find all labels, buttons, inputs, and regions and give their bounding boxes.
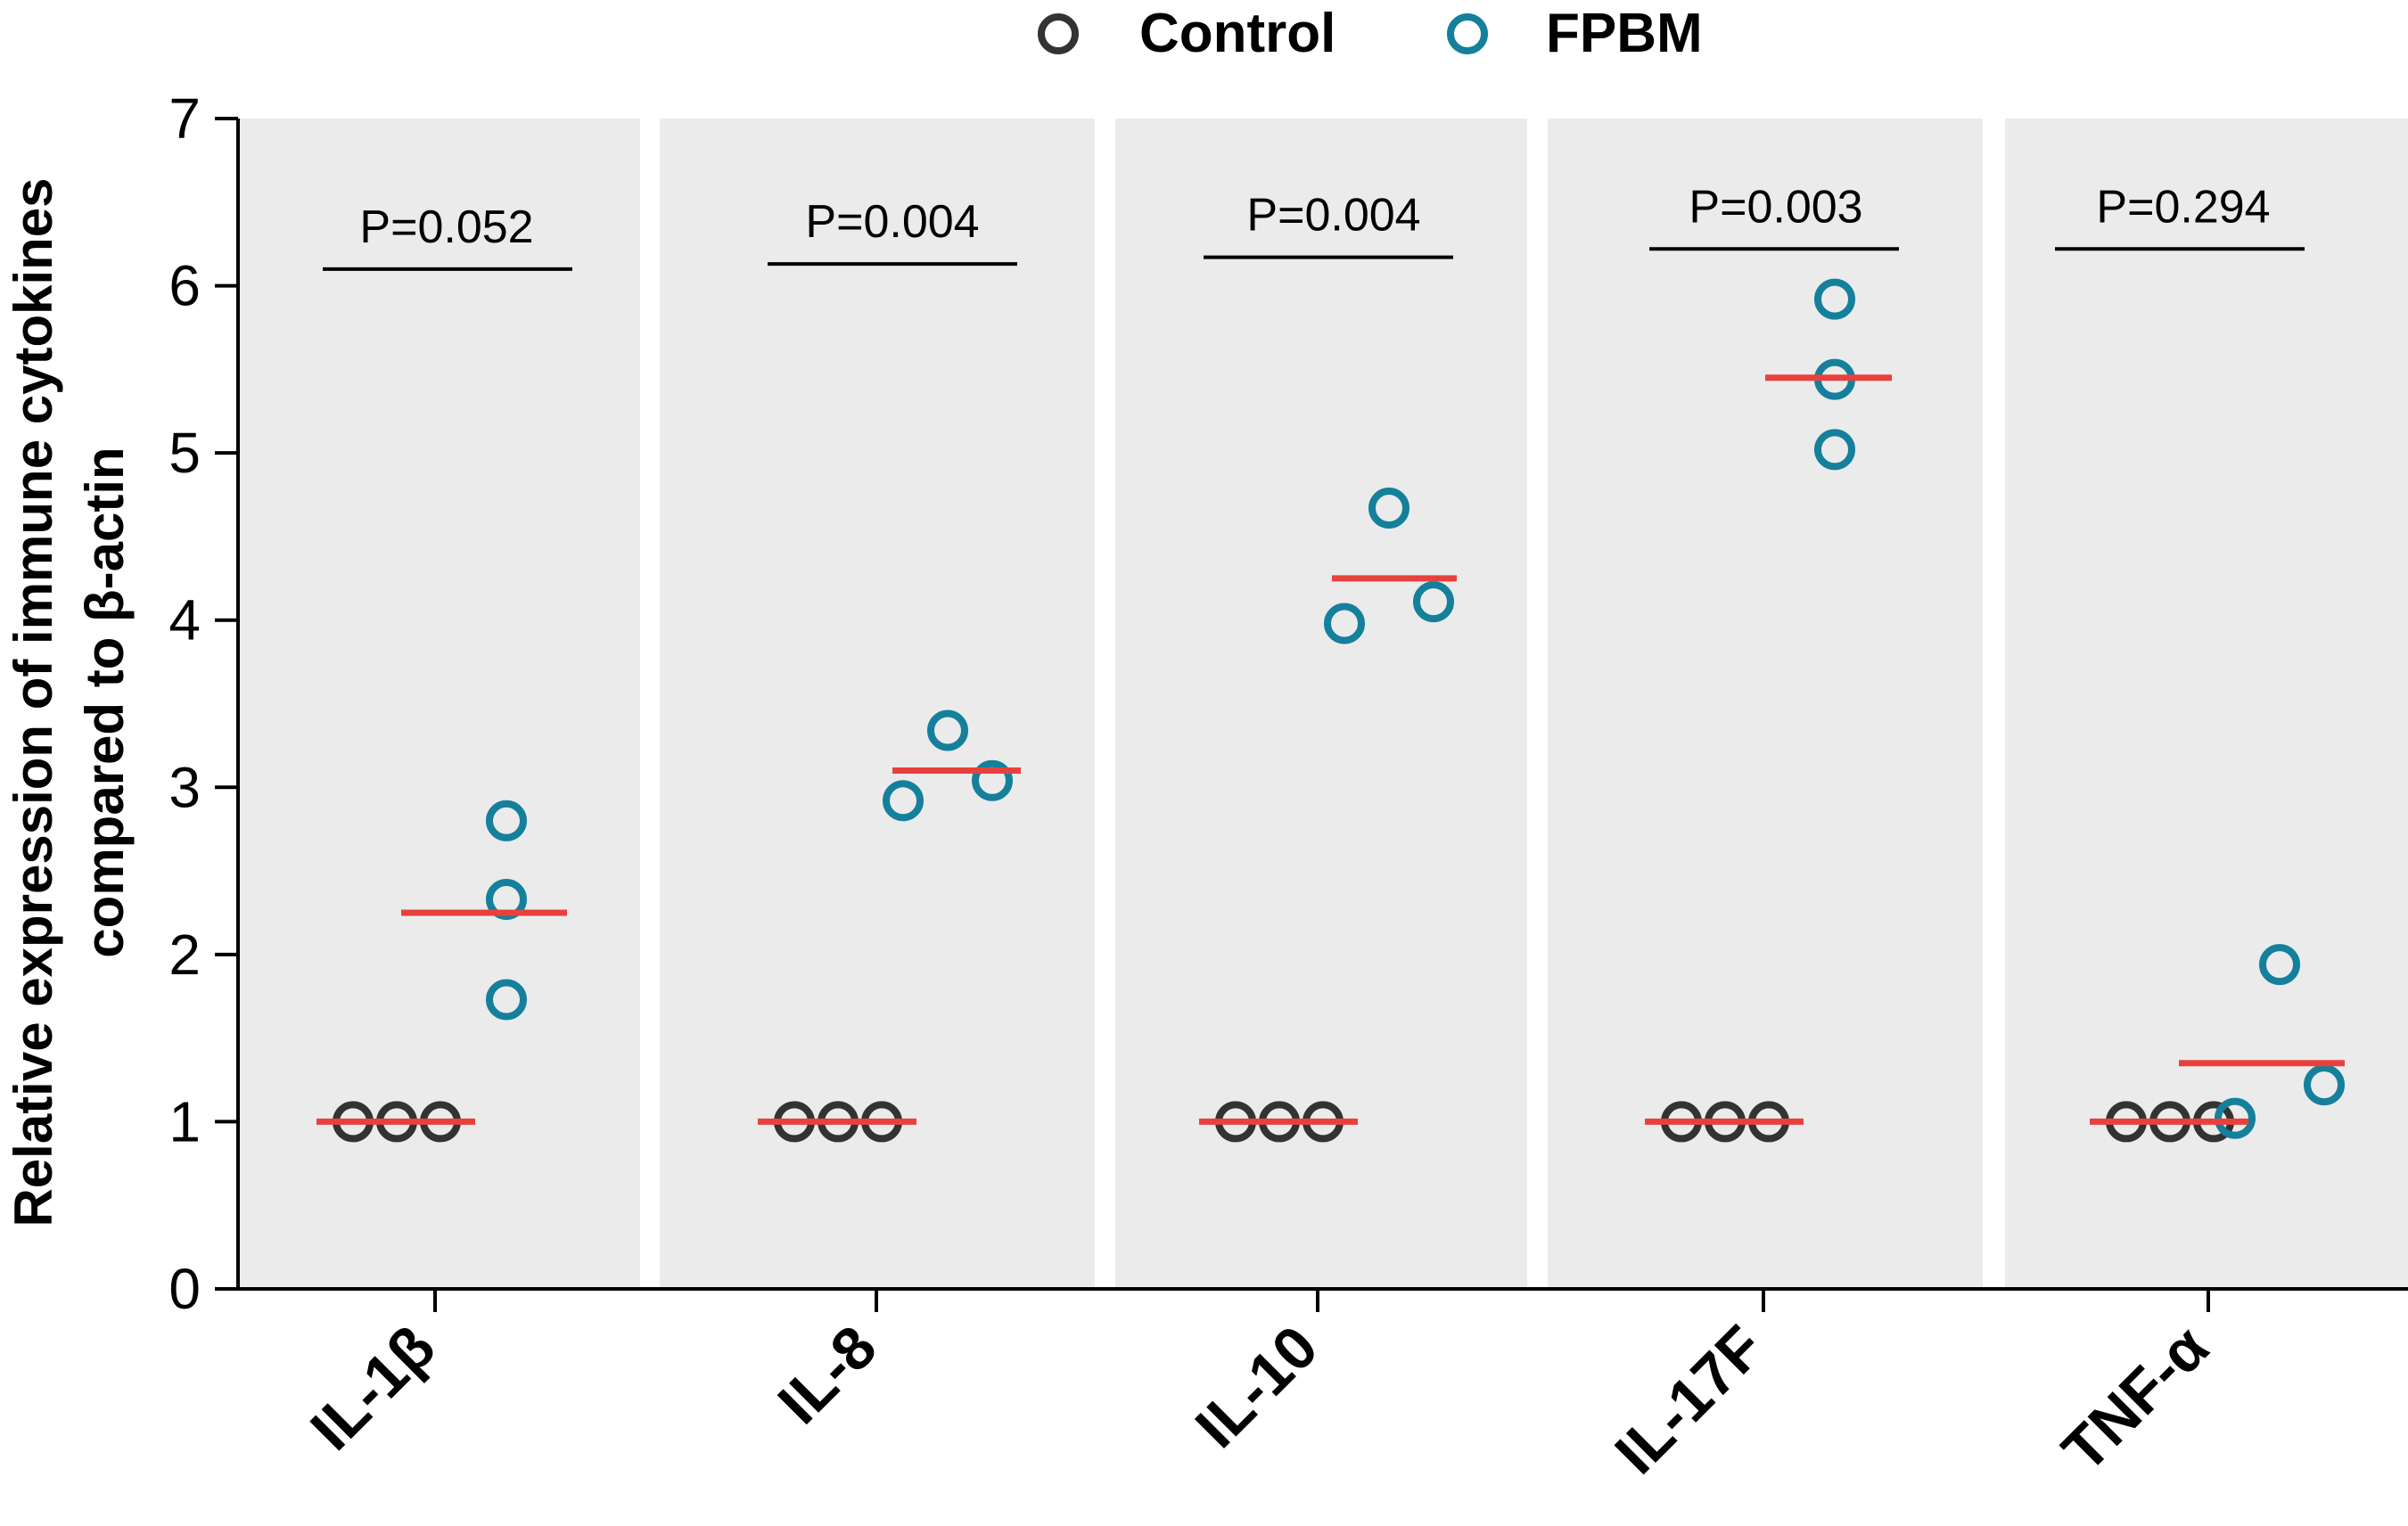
- p-value-label-3: P=0.004: [1246, 190, 1420, 242]
- y-tick-label-4: 4: [168, 588, 201, 652]
- x-tick-label-4: IL-17F: [1602, 1313, 1776, 1487]
- fpbm-point-1-3: [486, 878, 527, 920]
- category-panels: [238, 119, 2408, 1289]
- y-tick-label-5: 5: [168, 421, 201, 485]
- legend: Control FPBM: [1038, 3, 1703, 64]
- y-tick-label-7: 7: [168, 86, 201, 151]
- p-value-label-2: P=0.004: [805, 196, 979, 248]
- legend-fpbm-marker: [1447, 13, 1488, 54]
- legend-control-marker: [1038, 13, 1079, 54]
- panel-2: [660, 119, 1095, 1289]
- x-axis: IL-1β IL-8 IL-10 IL-17F TNF-α: [238, 1287, 2408, 1487]
- panel-1: [238, 119, 640, 1289]
- fpbm-point-4-2: [1814, 278, 1855, 320]
- y-tick-label-6: 6: [168, 254, 201, 318]
- x-tick-label-2: IL-8: [765, 1313, 889, 1437]
- y-axis-label-line-1: Relative expression of immune cytokines: [4, 177, 63, 1227]
- fpbm-point-5-1: [2215, 1097, 2256, 1139]
- legend-fpbm-label: FPBM: [1546, 3, 1703, 64]
- p-value-label-1: P=0.052: [359, 201, 533, 253]
- panel-3: [1115, 119, 1527, 1289]
- y-tick-label-2: 2: [168, 923, 201, 987]
- fpbm-point-1-1: [486, 979, 527, 1021]
- y-tick-label-3: 3: [168, 755, 201, 819]
- fpbm-point-3-2: [1368, 488, 1409, 529]
- panel-4: [1548, 119, 1983, 1289]
- p-value-annotations: P=0.052 P=0.004 P=0.004 P=0.003 P=0.294: [323, 181, 2305, 271]
- fpbm-point-2-3: [972, 759, 1013, 801]
- panel-5: [2005, 119, 2408, 1289]
- x-tick-label-1: IL-1β: [298, 1313, 448, 1464]
- p-value-label-5: P=0.294: [2096, 181, 2270, 233]
- fpbm-point-1-2: [486, 800, 527, 841]
- mean-lines: [316, 374, 2345, 1125]
- fpbm-point-5-3: [2304, 1064, 2345, 1106]
- x-tick-label-3: IL-10: [1183, 1313, 1331, 1461]
- legend-control-label: Control: [1139, 3, 1335, 64]
- x-tick-label-5: TNF-α: [2050, 1313, 2222, 1485]
- fpbm-point-5-2: [2259, 944, 2300, 986]
- y-tick-label-1: 1: [168, 1089, 201, 1153]
- p-value-label-4: P=0.003: [1689, 181, 1862, 233]
- fpbm-point-2-1: [883, 780, 924, 822]
- y-tick-label-0: 0: [168, 1257, 201, 1321]
- fpbm-point-4-1: [1814, 429, 1855, 471]
- fpbm-point-3-1: [1324, 603, 1365, 644]
- y-axis: 0 1 2 3 4 5 6 7: [168, 86, 240, 1321]
- y-axis-label-line-2: compared to β-actin: [75, 447, 135, 957]
- fpbm-point-2-2: [927, 710, 968, 751]
- fpbm-point-3-3: [1413, 581, 1454, 623]
